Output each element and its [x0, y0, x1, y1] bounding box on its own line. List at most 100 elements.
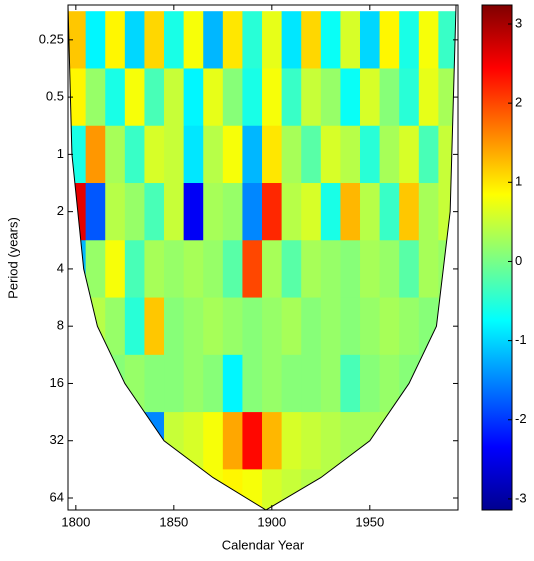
heat-cell: [85, 297, 106, 356]
heat-cell: [164, 125, 185, 184]
heat-cell: [320, 183, 341, 241]
heat-cell: [281, 11, 302, 69]
heat-cell: [164, 183, 185, 241]
heat-cell: [418, 125, 439, 184]
heat-cell: [379, 125, 400, 184]
heat-cell: [301, 125, 322, 184]
heat-cell: [281, 183, 302, 241]
heat-cell: [399, 11, 420, 69]
heat-cell: [262, 469, 283, 510]
heat-cell: [203, 240, 224, 299]
heat-cell: [379, 240, 400, 299]
heat-cell: [85, 354, 106, 413]
y-tick-label: 4: [57, 260, 64, 275]
heat-cell: [105, 412, 126, 470]
heat-cell: [242, 183, 263, 241]
heat-cell: [320, 125, 341, 184]
heat-cell: [438, 11, 457, 69]
heat-cell: [379, 68, 400, 127]
heat-cell: [301, 183, 322, 241]
heat-cell: [340, 297, 361, 356]
heatmap: [68, 11, 457, 510]
heat-cell: [124, 125, 145, 184]
heat-cell: [320, 68, 341, 127]
y-tick-label: 16: [50, 375, 64, 390]
heat-cell: [301, 11, 322, 69]
heat-cell: [281, 125, 302, 184]
heat-cell: [144, 354, 165, 413]
heat-cell: [418, 68, 439, 127]
x-axis-label: Calendar Year: [222, 537, 305, 552]
heat-cell: [340, 183, 361, 241]
heat-cell: [105, 68, 126, 127]
heat-cell: [105, 297, 126, 356]
y-tick-label: 0.5: [46, 89, 64, 104]
x-tick-label: 1900: [257, 514, 286, 529]
heat-cell: [340, 68, 361, 127]
heat-cell: [301, 297, 322, 356]
heat-cell: [242, 297, 263, 356]
heat-cell: [222, 469, 243, 510]
y-tick-label: 2: [57, 203, 64, 218]
heat-cell: [399, 240, 420, 299]
heat-cell: [281, 412, 302, 470]
heat-cell: [320, 469, 341, 510]
colorbar: [481, 4, 513, 511]
heat-cell: [360, 125, 381, 184]
heat-cell: [438, 68, 457, 127]
heat-cell: [320, 11, 341, 69]
heat-cell: [85, 68, 106, 127]
heat-cell: [203, 125, 224, 184]
colorbar-tick-label: 1: [515, 174, 522, 189]
heat-cell: [164, 297, 185, 356]
heat-cell: [203, 354, 224, 413]
y-tick-label: 64: [50, 489, 64, 504]
heatmap-cells: [68, 11, 457, 510]
heat-cell: [183, 68, 204, 127]
heat-cell: [183, 183, 204, 241]
heat-cell: [340, 125, 361, 184]
heat-cell: [340, 354, 361, 413]
heat-cell: [124, 240, 145, 299]
heat-cell: [242, 125, 263, 184]
heat-cell: [301, 412, 322, 470]
heat-cell: [203, 11, 224, 69]
heat-cell: [85, 125, 106, 184]
x-tick-label: 1850: [159, 514, 188, 529]
heat-cell: [183, 125, 204, 184]
heat-cell: [360, 183, 381, 241]
heat-cell: [242, 354, 263, 413]
heat-cell: [262, 240, 283, 299]
heat-cell: [262, 412, 283, 470]
heat-cell: [203, 183, 224, 241]
heat-cell: [320, 297, 341, 356]
heat-cell: [360, 354, 381, 413]
heat-cell: [301, 240, 322, 299]
heat-cell: [379, 354, 400, 413]
y-tick-label: 1: [57, 146, 64, 161]
heat-cell: [418, 469, 439, 510]
heat-cell: [85, 240, 106, 299]
heat-cell: [301, 354, 322, 413]
x-tick-label: 1950: [355, 514, 384, 529]
heat-cell: [418, 11, 439, 69]
heat-cell: [242, 68, 263, 127]
heat-cell: [281, 68, 302, 127]
heat-cell: [301, 469, 322, 510]
heat-cell: [183, 412, 204, 470]
heat-cell: [183, 11, 204, 69]
heat-cell: [399, 412, 420, 470]
heat-cell: [262, 183, 283, 241]
plot-frame: [67, 4, 459, 511]
heat-cell: [203, 297, 224, 356]
heat-cell: [68, 68, 87, 127]
colorbar-tick-label: 2: [515, 95, 522, 110]
heat-cell: [320, 240, 341, 299]
heat-cell: [222, 297, 243, 356]
heat-cell: [164, 412, 185, 470]
heat-cell: [281, 297, 302, 356]
heat-cell: [144, 297, 165, 356]
heat-cell: [360, 11, 381, 69]
heat-cell: [105, 183, 126, 241]
